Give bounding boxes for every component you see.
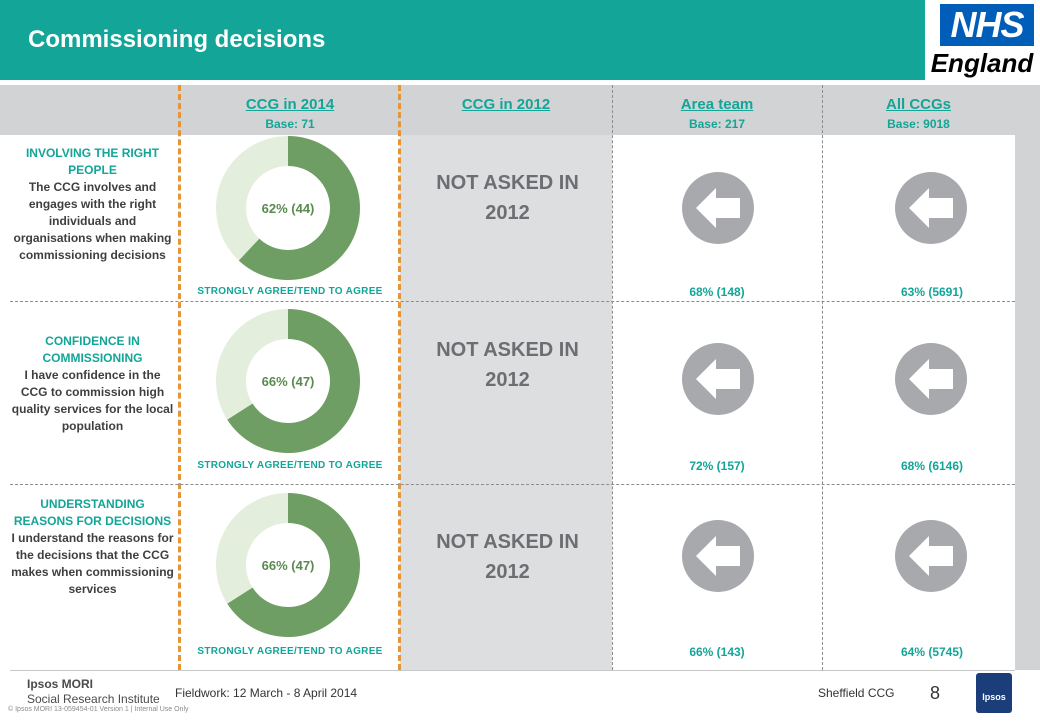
nhs-logo: NHS: [940, 4, 1034, 46]
left-arrow-icon: [895, 343, 967, 415]
donut-label: 66% (47): [262, 374, 315, 389]
page-number: 8: [930, 683, 941, 703]
column-title-area-team: Area team: [680, 96, 754, 113]
ccg-name: Sheffield CCG: [818, 686, 895, 700]
column-divider: [822, 85, 823, 670]
row-divider: [10, 484, 1015, 485]
agree-label: STRONGLY AGREE/TEND TO AGREE: [197, 286, 383, 297]
area-team-value: 72% (157): [689, 459, 745, 473]
left-arrow-icon: [682, 343, 754, 415]
agree-label: STRONGLY AGREE/TEND TO AGREE: [197, 460, 383, 471]
header-bar: [0, 0, 925, 80]
orange-divider-left: [178, 85, 181, 670]
statement-caption: UNDERSTANDING REASONS FOR DECISIONS: [13, 497, 172, 528]
donut-slice-agree: [227, 493, 360, 637]
nhs-region: England: [930, 48, 1034, 78]
left-arrow-icon: [895, 520, 967, 592]
statement-involving: INVOLVING THE RIGHT PEOPLE The CCG invol…: [10, 145, 175, 264]
orange-divider-right: [398, 85, 401, 670]
page-title: Commissioning decisions: [28, 26, 326, 53]
donut-slice-other: [216, 309, 288, 420]
right-edge-strip: [1015, 85, 1040, 670]
column-header-band: [0, 85, 1040, 135]
not-asked-text: NOT ASKED IN 2012: [436, 531, 579, 583]
all-ccgs-value: 68% (6146): [900, 459, 964, 473]
not-asked-text: NOT ASKED IN 2012: [436, 172, 579, 224]
all-ccgs-value: 63% (5691): [900, 285, 964, 299]
column-divider: [612, 85, 613, 670]
ccg-2012-column: [400, 135, 612, 670]
column-title-ccg-2012: CCG in 2012: [461, 96, 551, 113]
statement-caption: CONFIDENCE IN COMMISSIONING: [42, 334, 143, 365]
donut-slice-other: [216, 493, 288, 604]
left-arrow-icon: [682, 520, 754, 592]
ipsos-mori-logo-text: Ipsos MORI: [27, 677, 94, 691]
area-team-value: 66% (143): [689, 645, 745, 659]
ipsos-logo: Ipsos: [976, 673, 1012, 713]
column-base-all-ccgs: Base: 9018: [887, 117, 950, 131]
left-arrow-icon: [682, 172, 754, 244]
donut-chart-confidence: 66% (47): [216, 309, 360, 453]
left-arrow-icon: [895, 172, 967, 244]
column-title-ccg-2014: CCG in 2014: [245, 96, 335, 113]
statement-understanding: UNDERSTANDING REASONS FOR DECISIONS I un…: [10, 496, 175, 598]
donut-slice-agree: [238, 136, 360, 280]
donut-label: 66% (47): [262, 558, 315, 573]
not-asked-text: NOT ASKED IN 2012: [436, 339, 579, 391]
column-base-area-team: Base: 217: [688, 117, 746, 131]
column-title-all-ccgs: All CCGs: [885, 96, 951, 113]
donut-label: 62% (44): [262, 201, 315, 216]
column-base-ccg-2014: Base: 71: [265, 117, 315, 131]
donut-chart-understanding: 66% (47): [216, 493, 360, 637]
statement-text: I have confidence in the CCG to commissi…: [11, 368, 174, 433]
donut-chart-involving: 62% (44): [216, 136, 360, 280]
row-divider: [10, 301, 1015, 302]
statement-text: I understand the reasons for the decisio…: [11, 531, 174, 596]
donut-slice-other: [216, 136, 288, 261]
ipsos-institute: Social Research Institute: [27, 692, 160, 706]
agree-label: STRONGLY AGREE/TEND TO AGREE: [197, 646, 383, 657]
fieldwork-dates: Fieldwork: 12 March - 8 April 2014: [175, 686, 358, 700]
statement-caption: INVOLVING THE RIGHT PEOPLE: [25, 146, 160, 177]
statement-confidence: CONFIDENCE IN COMMISSIONING I have confi…: [10, 333, 175, 435]
all-ccgs-value: 64% (5745): [900, 645, 964, 659]
copyright-text: © Ipsos MORI 13-059454-01 Version 1 | In…: [8, 706, 189, 713]
statement-text: The CCG involves and engages with the ri…: [13, 180, 172, 262]
footer-divider: [10, 670, 1015, 671]
area-team-value: 68% (148): [689, 285, 745, 299]
donut-slice-agree: [227, 309, 360, 453]
